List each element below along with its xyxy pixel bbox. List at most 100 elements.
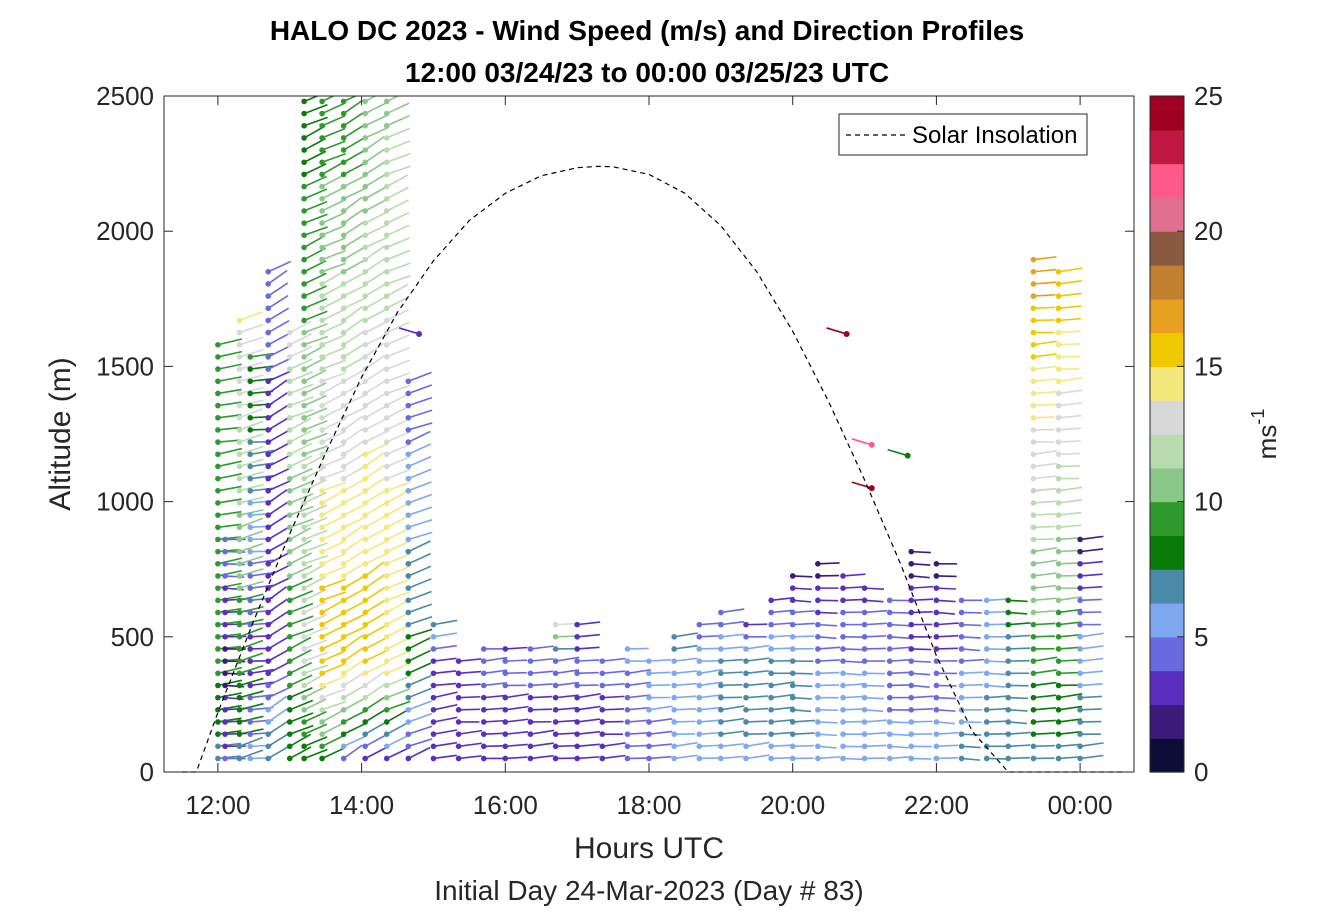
isolated-barbs-layer <box>398 327 911 492</box>
wind-barb-shaft <box>1033 513 1056 516</box>
wind-barb-shaft <box>343 659 364 674</box>
wind-barb-dot <box>265 731 271 737</box>
wind-barb-dot <box>319 670 325 677</box>
wind-barb-shaft <box>321 553 346 565</box>
wind-barb-dot <box>340 402 347 409</box>
wind-barb-dot <box>405 548 412 555</box>
wind-barb-dot <box>840 658 846 664</box>
wind-barb-shaft <box>386 540 410 553</box>
wind-barb-shaft <box>505 646 528 650</box>
colorbar-segment <box>1150 623 1184 631</box>
wind-barb-dot <box>886 755 893 762</box>
wind-barb-shaft <box>1080 645 1104 650</box>
colorbar-unit-exponent: -1 <box>1248 409 1268 425</box>
wind-barb-shaft <box>364 696 386 711</box>
wind-barb-shaft <box>217 413 242 419</box>
wind-barb-dot <box>362 122 368 129</box>
wind-barb-dot <box>480 694 487 701</box>
wind-barb-dot <box>1055 597 1062 604</box>
x-tick-label: 12:00 <box>185 790 250 820</box>
wind-barb-shaft <box>792 732 815 735</box>
wind-barb-dot <box>383 341 390 348</box>
wind-barb-shaft <box>817 733 838 737</box>
colorbar-segment <box>1150 102 1184 111</box>
wind-barb-shaft <box>674 707 697 711</box>
wind-barb-dot <box>933 755 940 762</box>
wind-barb-dot <box>362 147 368 153</box>
wind-barb-shaft <box>303 285 327 297</box>
wind-barb-dot <box>768 755 774 762</box>
wind-barb-shaft <box>217 607 242 614</box>
wind-barb-dot <box>362 402 368 409</box>
wind-barb-dot <box>671 719 677 725</box>
wind-barb-shaft <box>889 755 913 760</box>
wind-barb-shaft <box>627 706 651 711</box>
wind-barb-dot <box>861 694 868 701</box>
wind-barb-dot <box>286 390 293 397</box>
wind-barb-dot <box>1030 512 1037 518</box>
wind-barb-shaft <box>239 728 264 735</box>
wind-barb-shaft <box>1058 524 1082 529</box>
wind-barb-dot <box>265 670 271 677</box>
wind-barb-dot <box>265 536 271 543</box>
wind-barb-shaft <box>408 422 433 431</box>
wind-barb-dot <box>247 512 254 518</box>
wind-barb-dot <box>301 707 307 713</box>
wind-barb-shaft <box>936 611 955 615</box>
wind-barb-dot <box>1077 743 1083 750</box>
wind-barb-dot <box>768 634 774 640</box>
wind-barb-shaft <box>1033 681 1057 687</box>
colorbar-segment <box>1150 143 1184 151</box>
wind-barb-shaft <box>289 333 313 346</box>
wind-barb-shaft <box>386 700 411 711</box>
wind-barb-shaft <box>505 756 528 760</box>
wind-barb-dot <box>247 439 254 445</box>
wind-barb-shaft <box>343 672 365 687</box>
wind-barb-shaft <box>303 651 328 662</box>
wind-barb-dot <box>340 378 347 385</box>
wind-barb-shaft <box>648 658 672 662</box>
wind-barb-dot <box>236 487 243 494</box>
wind-barb-shaft <box>289 518 314 529</box>
wind-barb-shaft <box>1058 267 1083 273</box>
wind-barb-dot <box>552 731 559 737</box>
wind-barb-shaft <box>364 443 388 456</box>
wind-barb-dot <box>301 500 307 506</box>
colorbar-segment <box>1150 744 1184 753</box>
wind-barb-dot <box>383 183 390 190</box>
wind-barb-shaft <box>267 708 288 723</box>
y-tick-label: 0 <box>140 757 154 787</box>
wind-barb-dot <box>696 621 703 628</box>
wind-barb-dot <box>301 159 307 166</box>
wind-barb-shaft <box>289 564 313 577</box>
wind-barb-shaft <box>289 590 314 602</box>
wind-barb-shaft <box>239 408 263 419</box>
wind-barb-dot <box>1030 621 1037 628</box>
wind-barb-shaft <box>483 694 507 699</box>
wind-barb-dot <box>319 548 325 555</box>
wind-barb-shaft <box>343 744 363 760</box>
wind-barb-dot <box>671 743 677 750</box>
wind-barb-shaft <box>433 682 457 687</box>
wind-barb-dot <box>1077 694 1083 701</box>
wind-barb-dot <box>265 597 271 604</box>
wind-barb-dot <box>552 682 559 689</box>
colorbar-segment <box>1150 677 1184 685</box>
wind-barb-shaft <box>986 610 1009 614</box>
wind-barb-shaft <box>217 569 243 577</box>
wind-barb-shaft <box>364 649 388 662</box>
wind-barb-dot <box>815 670 821 677</box>
wind-barb-dot <box>247 560 254 567</box>
wind-barb-dot <box>383 512 390 518</box>
wind-barb-shaft <box>267 501 289 516</box>
wind-barb-shaft <box>217 595 242 602</box>
wind-barb-dot <box>222 646 228 652</box>
wind-barb-dot <box>908 682 915 689</box>
wind-barb-shaft <box>267 269 288 285</box>
wind-barb-dot <box>983 597 990 604</box>
wind-barb-shaft <box>911 585 934 589</box>
wind-barb-shaft <box>1080 535 1104 541</box>
wind-barb-dot <box>552 743 559 750</box>
wind-barb-dot <box>527 682 534 689</box>
wind-barb-dot <box>215 719 221 725</box>
